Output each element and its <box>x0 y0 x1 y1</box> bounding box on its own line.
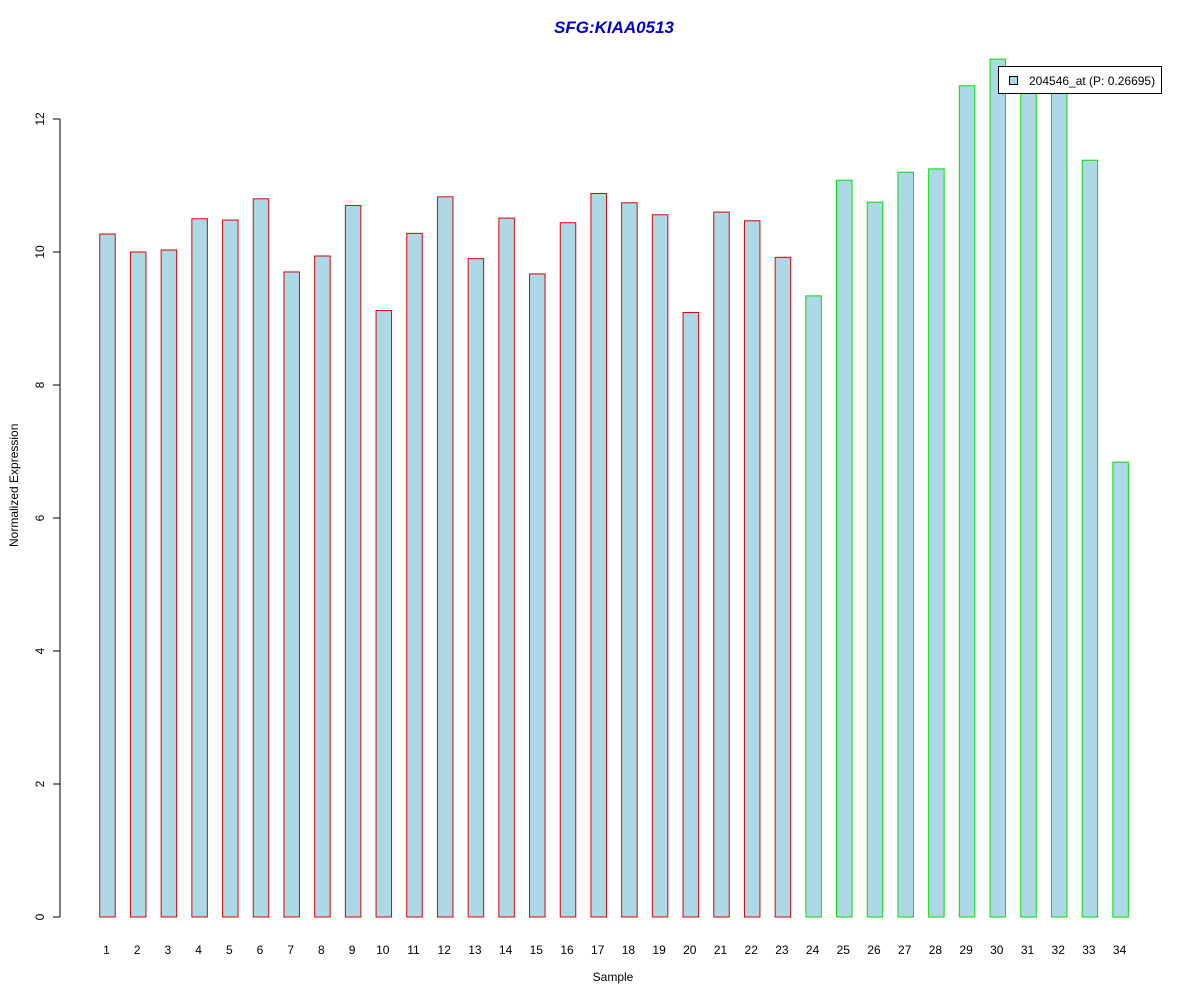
bar <box>989 58 1007 918</box>
x-tick-label: 32 <box>1052 943 1066 957</box>
x-tick-label: 21 <box>714 943 728 957</box>
bar <box>529 273 546 918</box>
bar <box>467 258 485 918</box>
x-tick-label: 19 <box>652 943 666 957</box>
x-axis-label: Sample <box>592 970 634 984</box>
bar <box>621 202 638 918</box>
x-tick-label: 25 <box>837 943 851 957</box>
x-tick-label: 34 <box>1113 943 1127 957</box>
bar <box>191 218 208 918</box>
x-tick-label: 20 <box>683 943 697 957</box>
bar <box>283 271 300 918</box>
y-tick-label: 12 <box>33 112 47 126</box>
bar <box>436 196 454 918</box>
bar <box>129 251 147 918</box>
bar <box>344 204 362 918</box>
y-axis-label: Normalized Expression <box>7 423 21 547</box>
x-tick-label: 8 <box>318 943 325 957</box>
x-tick-label: 14 <box>499 943 513 957</box>
bar <box>314 255 331 918</box>
bar <box>651 214 669 918</box>
y-tick-label: 10 <box>33 245 47 259</box>
x-tick-label: 30 <box>990 943 1004 957</box>
bar <box>743 220 761 918</box>
bar <box>559 222 577 918</box>
x-tick-label: 12 <box>438 943 452 957</box>
bar <box>406 232 423 918</box>
x-tick-label: 28 <box>929 943 943 957</box>
bar <box>99 233 116 918</box>
x-tick-label: 13 <box>468 943 482 957</box>
y-tick-label: 2 <box>33 780 47 787</box>
x-tick-label: 9 <box>349 943 356 957</box>
bar <box>252 198 270 918</box>
x-tick-label: 11 <box>407 943 420 957</box>
chart-title: SFG:KIAA0513 <box>554 18 674 37</box>
bar <box>1020 91 1037 918</box>
legend-swatch <box>1009 76 1018 85</box>
x-tick-label: 26 <box>867 943 881 957</box>
bar <box>897 171 914 918</box>
x-tick-label: 6 <box>257 943 264 957</box>
bar <box>866 201 884 918</box>
legend-label: 204546_at (P: 0.26695) <box>1029 74 1156 88</box>
bar <box>682 312 700 918</box>
bar <box>160 249 178 918</box>
x-tick-label: 22 <box>745 943 759 957</box>
x-tick-label: 10 <box>376 943 390 957</box>
y-tick-label: 8 <box>33 381 47 388</box>
y-tick-label: 0 <box>33 913 47 920</box>
x-tick-label: 7 <box>287 943 294 957</box>
bar <box>958 85 976 918</box>
x-tick-label: 4 <box>195 943 202 957</box>
x-tick-label: 29 <box>959 943 973 957</box>
x-tick-label: 5 <box>226 943 233 957</box>
x-tick-label: 15 <box>530 943 544 957</box>
legend: 204546_at (P: 0.26695) <box>998 66 1162 94</box>
bar <box>222 219 239 918</box>
bar <box>1081 159 1099 918</box>
bar <box>836 179 853 918</box>
x-tick-label: 2 <box>134 943 141 957</box>
y-tick-label: 4 <box>33 647 47 654</box>
bar <box>1050 91 1068 918</box>
x-tick-label: 3 <box>165 943 172 957</box>
bar <box>928 168 945 918</box>
bar <box>590 192 607 918</box>
x-tick-label: 18 <box>622 943 636 957</box>
x-tick-label: 31 <box>1021 943 1035 957</box>
x-tick-label: 24 <box>806 943 820 957</box>
bar <box>713 211 730 918</box>
bar <box>805 295 822 918</box>
y-tick-label: 6 <box>33 514 47 521</box>
x-tick-label: 17 <box>591 943 605 957</box>
bar <box>375 310 393 918</box>
x-tick-label: 1 <box>103 943 110 957</box>
x-tick-label: 16 <box>560 943 574 957</box>
x-tick-label: 33 <box>1082 943 1096 957</box>
bar <box>498 217 515 918</box>
bar <box>1112 461 1129 918</box>
x-tick-label: 23 <box>775 943 789 957</box>
bar <box>774 256 792 918</box>
x-tick-label: 27 <box>898 943 912 957</box>
